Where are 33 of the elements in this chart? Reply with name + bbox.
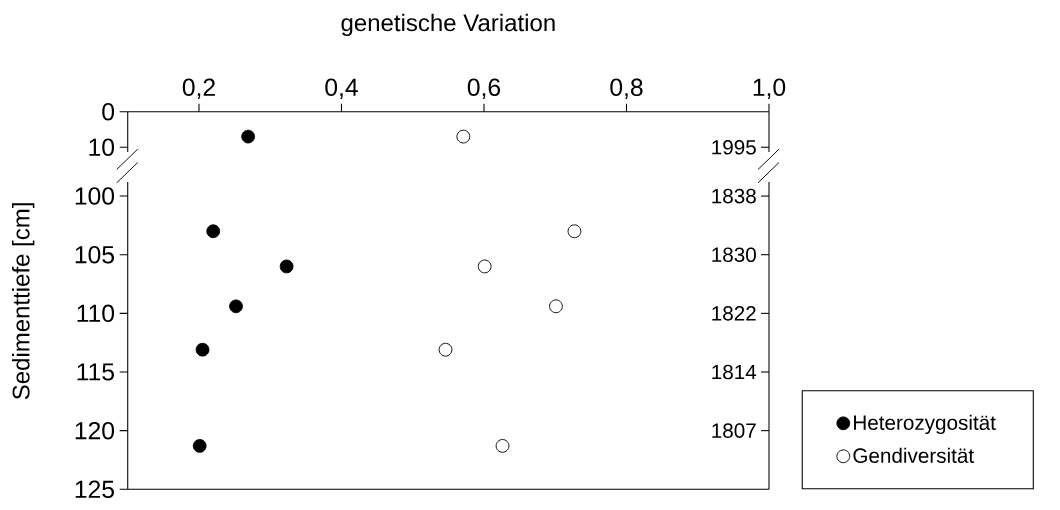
annotation: 1814: [712, 364, 757, 380]
annotation: 1830: [712, 247, 756, 263]
annotation: 1807: [712, 423, 756, 438]
y-axis-title: Sedimenttiefe [cm]: [12, 203, 35, 400]
point: [279, 259, 294, 274]
legend-label: Heterozygosität: [854, 414, 996, 435]
x-tick-label: 0,8: [610, 78, 643, 99]
y-tick-label: 105: [75, 245, 114, 264]
y-tick-label: 10: [89, 138, 115, 156]
x-tick-label: 0,2: [182, 78, 215, 99]
point: [495, 439, 510, 453]
y-tick-label: 120: [75, 421, 115, 440]
annotation: 1995: [712, 139, 756, 155]
point: [192, 439, 207, 453]
point: [549, 299, 563, 314]
x-tick-label: 0,6: [467, 78, 501, 99]
annotation: 1838: [712, 188, 756, 204]
x-tick-label: 0,4: [325, 78, 358, 99]
point: [477, 259, 492, 274]
point: [229, 299, 243, 314]
x-axis-title: genetische Variation: [341, 13, 555, 37]
point: [438, 342, 453, 357]
annotation: 1822: [712, 306, 756, 321]
y-tick-label: 115: [77, 363, 114, 381]
point: [567, 224, 582, 239]
x-tick-label: 1,0: [753, 78, 786, 99]
point: [206, 224, 221, 239]
y-tick-label: 100: [75, 187, 115, 205]
y-tick-label: 0: [102, 102, 115, 121]
y-tick-label: 125: [75, 480, 114, 499]
point: [195, 342, 210, 357]
legend-label: Gendiversität: [853, 447, 974, 463]
y-tick-label: 110: [77, 304, 115, 323]
